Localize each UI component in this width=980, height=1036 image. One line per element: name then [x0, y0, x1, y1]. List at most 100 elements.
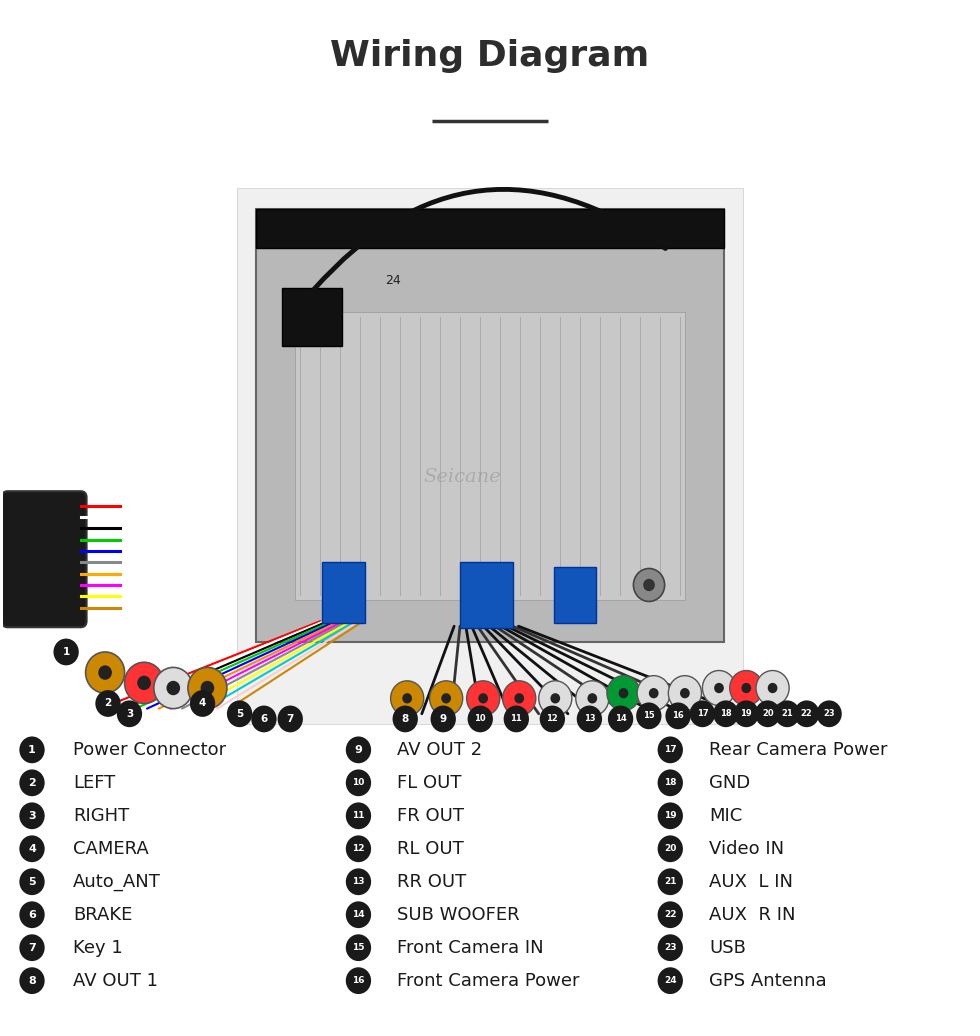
Circle shape: [756, 670, 789, 706]
Text: 9: 9: [440, 714, 447, 724]
FancyBboxPatch shape: [460, 563, 513, 628]
Text: 17: 17: [664, 745, 676, 754]
Circle shape: [227, 700, 252, 727]
Circle shape: [658, 868, 683, 895]
Circle shape: [346, 803, 371, 829]
Text: 20: 20: [664, 844, 676, 854]
Circle shape: [346, 901, 371, 928]
Circle shape: [277, 706, 303, 732]
Text: 10: 10: [474, 715, 486, 723]
Text: 13: 13: [352, 877, 365, 886]
Circle shape: [441, 693, 451, 703]
Circle shape: [503, 681, 536, 716]
Circle shape: [430, 706, 456, 732]
Text: 14: 14: [352, 911, 365, 919]
FancyBboxPatch shape: [256, 209, 724, 248]
Circle shape: [539, 681, 572, 716]
Text: 12: 12: [352, 844, 365, 854]
Text: 1: 1: [28, 745, 36, 755]
Circle shape: [794, 700, 819, 727]
Circle shape: [391, 681, 423, 716]
Circle shape: [713, 700, 739, 727]
Circle shape: [20, 901, 45, 928]
Circle shape: [20, 868, 45, 895]
Text: 1: 1: [63, 646, 70, 657]
Circle shape: [618, 688, 628, 698]
Text: 8: 8: [28, 976, 36, 985]
Text: 21: 21: [781, 710, 793, 718]
Text: Front Camera IN: Front Camera IN: [398, 939, 544, 956]
Text: 15: 15: [643, 712, 655, 720]
Text: FL OUT: FL OUT: [398, 774, 462, 792]
Text: 6: 6: [261, 714, 268, 724]
Circle shape: [346, 737, 371, 764]
Text: 20: 20: [761, 710, 773, 718]
Text: AV OUT 2: AV OUT 2: [398, 741, 482, 758]
Text: BRAKE: BRAKE: [73, 905, 132, 924]
Text: 8: 8: [402, 714, 409, 724]
Circle shape: [467, 706, 493, 732]
Circle shape: [95, 690, 121, 717]
Circle shape: [124, 662, 164, 703]
Text: 24: 24: [385, 275, 401, 288]
Circle shape: [755, 700, 780, 727]
Circle shape: [540, 706, 565, 732]
Text: 7: 7: [286, 714, 294, 724]
Circle shape: [774, 700, 800, 727]
Circle shape: [658, 770, 683, 797]
Text: MIC: MIC: [710, 807, 743, 825]
Circle shape: [576, 706, 602, 732]
Text: LEFT: LEFT: [73, 774, 116, 792]
Text: Auto_ANT: Auto_ANT: [73, 872, 161, 891]
Text: 9: 9: [355, 745, 363, 755]
Text: RL OUT: RL OUT: [398, 840, 465, 858]
Circle shape: [636, 702, 662, 729]
Circle shape: [346, 835, 371, 862]
FancyBboxPatch shape: [322, 563, 366, 623]
Circle shape: [551, 693, 561, 703]
Text: AUX  L IN: AUX L IN: [710, 872, 793, 891]
Text: 17: 17: [697, 710, 709, 718]
Text: 13: 13: [583, 715, 595, 723]
Circle shape: [514, 693, 524, 703]
Text: Rear Camera Power: Rear Camera Power: [710, 741, 888, 758]
Text: AUX  R IN: AUX R IN: [710, 905, 796, 924]
Circle shape: [658, 934, 683, 961]
Text: 18: 18: [720, 710, 732, 718]
Circle shape: [466, 681, 500, 716]
FancyBboxPatch shape: [2, 491, 86, 627]
FancyBboxPatch shape: [236, 189, 744, 724]
Text: 22: 22: [664, 911, 676, 919]
Circle shape: [665, 702, 691, 729]
Circle shape: [658, 803, 683, 829]
Text: 18: 18: [664, 778, 676, 787]
Text: 5: 5: [236, 709, 243, 719]
Circle shape: [20, 835, 45, 862]
Text: 3: 3: [28, 811, 36, 821]
Text: 5: 5: [28, 876, 36, 887]
Text: Power Connector: Power Connector: [73, 741, 226, 758]
Circle shape: [85, 652, 124, 693]
Circle shape: [703, 670, 736, 706]
Text: 16: 16: [672, 712, 684, 720]
Circle shape: [658, 968, 683, 995]
Text: Front Camera Power: Front Camera Power: [398, 972, 580, 989]
Circle shape: [658, 737, 683, 764]
Text: 21: 21: [664, 877, 676, 886]
Text: 12: 12: [547, 715, 559, 723]
Text: CAMERA: CAMERA: [73, 840, 149, 858]
Circle shape: [20, 737, 45, 764]
Circle shape: [251, 706, 276, 732]
Circle shape: [167, 681, 180, 695]
Circle shape: [190, 690, 216, 717]
Circle shape: [680, 688, 690, 698]
Circle shape: [188, 667, 227, 709]
Circle shape: [98, 665, 112, 680]
Text: RIGHT: RIGHT: [73, 807, 129, 825]
Circle shape: [154, 667, 193, 709]
Text: GPS Antenna: GPS Antenna: [710, 972, 827, 989]
Text: 19: 19: [664, 811, 676, 821]
FancyBboxPatch shape: [295, 312, 685, 601]
Circle shape: [201, 681, 215, 695]
Circle shape: [20, 770, 45, 797]
